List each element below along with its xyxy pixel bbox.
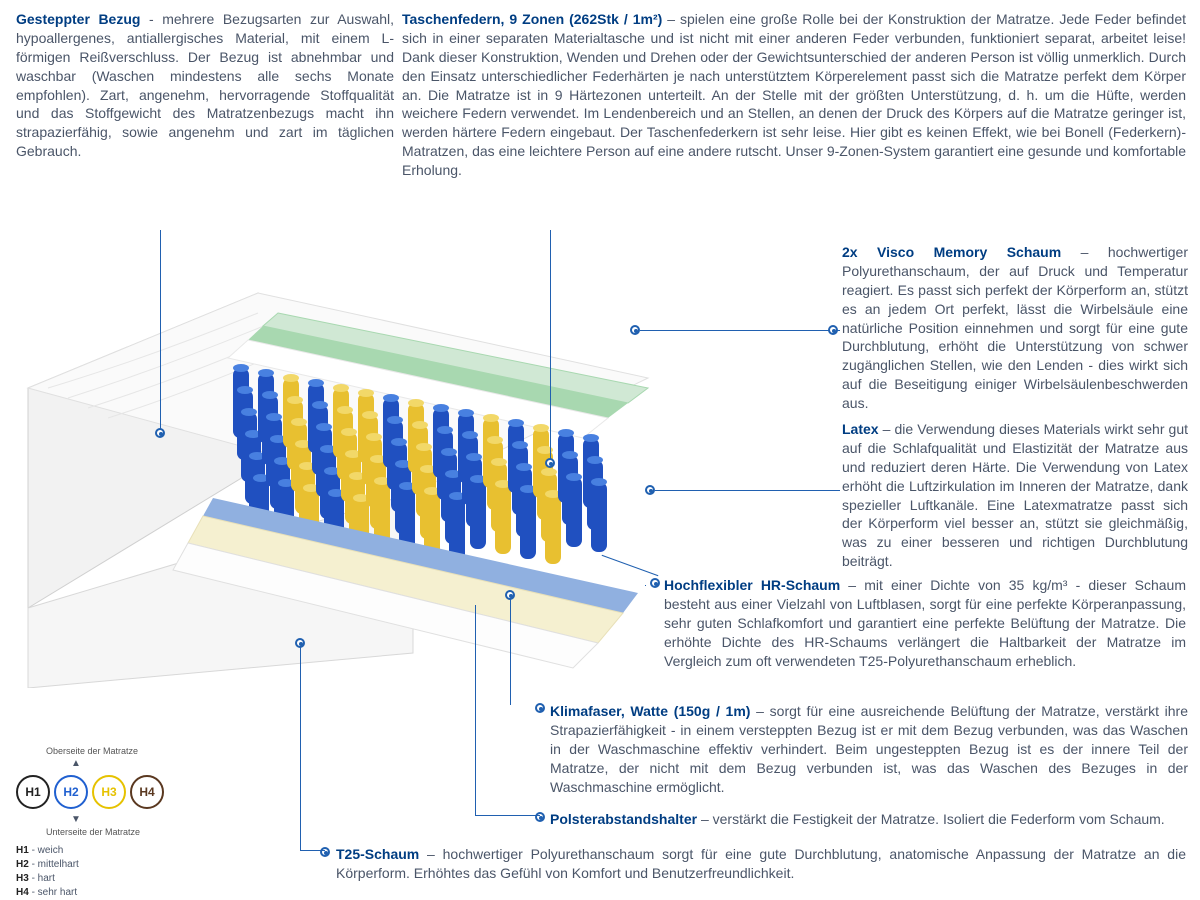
callout-dot: [630, 325, 640, 335]
section-latex: Latex – die Verwendung dieses Materials …: [842, 420, 1188, 571]
sep: -: [140, 11, 162, 27]
section-bezug: Gesteppter Bezug - mehrere Bezugsarten z…: [16, 10, 394, 161]
section-polster: Polsterabstandshalter – verstärkt die Fe…: [550, 810, 1188, 829]
hardness-circle: H4: [130, 775, 164, 809]
mattress-diagram: [18, 258, 658, 688]
hardness-circle: H3: [92, 775, 126, 809]
section-title: Polsterabstandshalter: [550, 811, 697, 827]
callout-line: [510, 595, 511, 705]
callout-line: [300, 645, 301, 850]
section-title: Hochflexibler HR-Schaum: [664, 577, 840, 593]
section-title: 2x Visco Memory Schaum: [842, 244, 1061, 260]
section-federn: Taschenfedern, 9 Zonen (262Stk / 1m²) – …: [402, 10, 1186, 180]
callout-dot: [505, 590, 515, 600]
hardness-legend: Oberseite der Matratze ▲ H1H2H3H4 ▼ Unte…: [16, 745, 216, 900]
section-title: Klimafaser, Watte (150g / 1m): [550, 703, 750, 719]
callout-line: [550, 230, 551, 460]
sep: –: [419, 846, 442, 862]
section-body: hochwertiger Polyurethanschaum sorgt für…: [336, 846, 1186, 881]
callout-dot: [320, 847, 330, 857]
callout-dot: [828, 325, 838, 335]
section-t25: T25-Schaum – hochwertiger Polyurethansch…: [336, 845, 1186, 883]
section-klima: Klimafaser, Watte (150g / 1m) – sorgt fü…: [550, 702, 1188, 796]
callout-line: [640, 330, 840, 331]
callout-dot: [155, 428, 165, 438]
callout-dot: [295, 638, 305, 648]
section-body: spielen eine große Rolle bei der Konstru…: [402, 11, 1186, 178]
sep: –: [840, 577, 864, 593]
section-body: hochwertiger Polyurethanschaum, der auf …: [842, 244, 1188, 411]
callout-line: [160, 230, 161, 430]
callout-line: [655, 490, 840, 491]
callout-dot: [650, 578, 660, 588]
section-body: die Verwendung dieses Materials wirkt se…: [842, 421, 1188, 569]
callout-line: [645, 585, 646, 586]
hardness-circles: H1H2H3H4: [16, 775, 216, 809]
hardness-circle: H2: [54, 775, 88, 809]
sep: –: [1061, 244, 1108, 260]
section-title: Taschenfedern, 9 Zonen (262Stk / 1m²): [402, 11, 662, 27]
callout-line: [300, 850, 325, 851]
legend-top-label: Oberseite der Matratze: [46, 745, 216, 757]
sep: –: [879, 421, 895, 437]
callout-dot: [545, 458, 555, 468]
hardness-key-row: H3 - hart: [16, 872, 216, 886]
hardness-key-row: H1 - weich: [16, 844, 216, 858]
section-visco: 2x Visco Memory Schaum – hochwertiger Po…: [842, 243, 1188, 413]
callout-dot: [645, 485, 655, 495]
callout-line: [475, 605, 476, 815]
hardness-key-row: H2 - mittelhart: [16, 858, 216, 872]
sep: –: [697, 811, 713, 827]
section-body: verstärkt die Festigkeit der Matratze. I…: [713, 811, 1165, 827]
sep: –: [750, 703, 769, 719]
section-title: Latex: [842, 421, 879, 437]
callout-line: [475, 815, 540, 816]
section-hr: Hochflexibler HR-Schaum – mit einer Dich…: [664, 576, 1186, 670]
hardness-key: H1 - weichH2 - mittelhartH3 - hartH4 - s…: [16, 844, 216, 900]
sep: –: [662, 11, 680, 27]
hardness-circle: H1: [16, 775, 50, 809]
section-title: Gesteppter Bezug: [16, 11, 140, 27]
section-title: T25-Schaum: [336, 846, 419, 862]
section-body: mehrere Bezugsarten zur Auswahl, hypoall…: [16, 11, 394, 159]
hardness-key-row: H4 - sehr hart: [16, 886, 216, 900]
legend-bottom-label: Unterseite der Matratze: [46, 826, 216, 838]
callout-dot: [535, 703, 545, 713]
callout-dot: [535, 812, 545, 822]
